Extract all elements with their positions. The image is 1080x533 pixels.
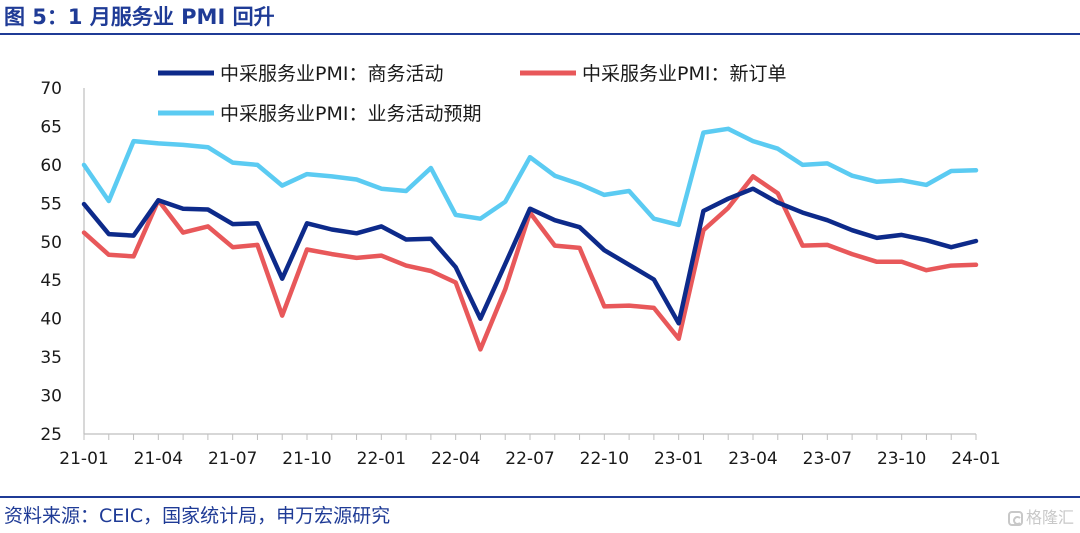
y-tick-label: 55 [40, 194, 62, 214]
y-tick-label: 65 [40, 117, 62, 137]
x-tick-label: 23-07 [803, 449, 852, 469]
y-tick-label: 70 [40, 79, 62, 99]
x-tick-label: 24-01 [951, 449, 1000, 469]
series-line-3 [81, 126, 979, 228]
series-layer [81, 126, 979, 352]
legend-label: 中采服务业PMI：新订单 [582, 63, 786, 85]
x-axis: 21-01 21-04 21-07 21-10 22-01 22-04 22-07 22-10… [59, 433, 1001, 469]
x-tick-label: 21-04 [134, 449, 183, 469]
x-tick-label: 23-10 [877, 449, 926, 469]
x-tick-label: 21-10 [282, 449, 331, 469]
series-line-1 [81, 186, 979, 326]
x-tick-label: 22-10 [580, 449, 629, 469]
figure-title: 图 5：1 月服务业 PMI 回升 [4, 5, 275, 29]
x-tick-label: 21-01 [59, 449, 108, 469]
y-tick-label: 35 [40, 348, 62, 368]
x-tick-label: 22-07 [505, 449, 554, 469]
y-tick-label: 40 [40, 310, 62, 330]
watermark-text: 格隆汇 [1025, 508, 1074, 527]
watermark: 格隆汇 [1007, 507, 1074, 529]
legend-label: 中采服务业PMI：商务活动 [220, 63, 443, 85]
gelonghui-logo-icon [1007, 510, 1023, 526]
y-tick-label: 50 [40, 233, 62, 253]
x-tick-label: 22-01 [357, 449, 406, 469]
source-note: 资料来源：CEIC，国家统计局，申万宏源研究 [4, 505, 391, 527]
title-divider [0, 33, 1080, 35]
y-tick-label: 30 [40, 387, 62, 407]
x-tick-label: 23-04 [728, 449, 777, 469]
line-chart: 25 30 35 40 45 50 55 60 65 70 21-01 21-04 21-07 21-1… [40, 63, 1001, 469]
x-tick-label: 22-04 [431, 449, 480, 469]
y-tick-label: 25 [40, 425, 62, 445]
y-tick-label: 60 [40, 156, 62, 176]
y-tick-label: 45 [40, 271, 62, 291]
legend-label: 中采服务业PMI：业务活动预期 [220, 103, 481, 125]
x-tick-label: 21-07 [208, 449, 257, 469]
y-axis: 25 30 35 40 45 50 55 60 65 70 [40, 79, 85, 445]
source-divider [0, 496, 1080, 498]
series-line-2 [81, 174, 979, 352]
x-tick-label: 23-01 [654, 449, 703, 469]
